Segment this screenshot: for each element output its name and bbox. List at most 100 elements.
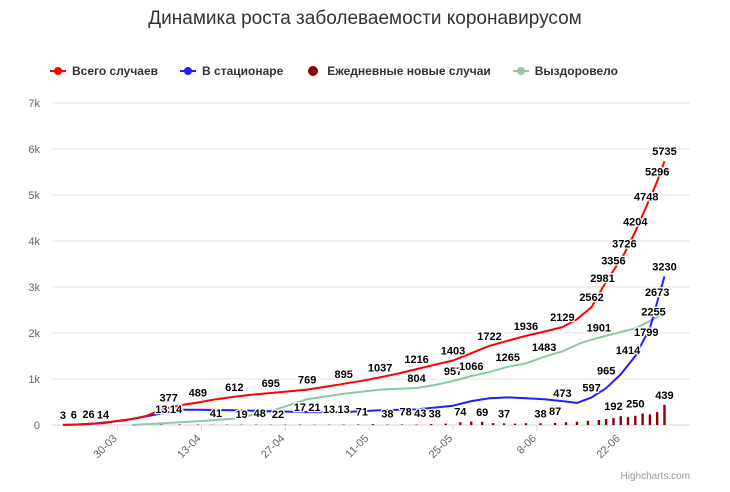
data-label: 1722 (477, 331, 501, 343)
data-label: 38 (534, 408, 546, 420)
data-label: 2981 (590, 273, 614, 285)
legend-swatch-hospital (180, 66, 197, 76)
bar (178, 424, 181, 425)
data-label: 17 (294, 402, 306, 414)
x-tick-label: 13-04 (175, 433, 203, 461)
data-label: 6 (71, 410, 77, 422)
bar (641, 413, 644, 425)
y-tick-label: 7k (28, 98, 40, 110)
data-label: 69 (476, 407, 488, 419)
data-label: 3 (60, 410, 66, 422)
bar (429, 424, 433, 425)
x-tick-label: 22-06 (594, 433, 622, 461)
bar (553, 422, 557, 425)
series-line-total (62, 160, 666, 426)
data-label: 192 (604, 401, 622, 413)
data-label: 769 (298, 375, 316, 387)
data-label: 965 (597, 366, 615, 378)
y-tick-label: 1k (28, 374, 40, 386)
bar (444, 423, 447, 425)
data-label: 4204 (623, 217, 648, 229)
data-label: 37 (498, 408, 510, 420)
legend-label-hospital: В стационаре (202, 64, 284, 78)
credits-link[interactable]: Highcharts.com (620, 471, 690, 482)
legend-swatch-total (50, 66, 66, 76)
bar (597, 419, 601, 425)
legend-item-recovered[interactable]: Выздоровело (512, 64, 618, 78)
bar (612, 418, 615, 425)
data-label: 377 (159, 393, 177, 405)
x-tick-label: 11-05 (343, 433, 371, 461)
bar (564, 422, 568, 425)
bar (634, 415, 637, 425)
data-label: 612 (225, 382, 243, 394)
data-label: 439 (655, 390, 673, 402)
y-tick-label: 0 (34, 420, 40, 432)
data-label: 26 (82, 409, 94, 421)
bar (626, 417, 630, 425)
data-label: 597 (582, 383, 600, 395)
bar (655, 412, 659, 425)
data-label: 695 (262, 378, 280, 390)
y-tick-label: 2k (28, 328, 40, 340)
legend-item-hospital[interactable]: В стационаре (180, 64, 283, 78)
data-label: 2129 (550, 312, 574, 324)
bar (586, 420, 590, 425)
bar (400, 424, 404, 425)
bar (357, 424, 360, 425)
data-label: 1414 (616, 345, 641, 357)
data-label: 13 (323, 404, 335, 416)
data-label: 1265 (495, 352, 519, 364)
data-label: 1037 (368, 362, 392, 374)
bar (539, 423, 542, 425)
legend-item-daily[interactable]: Ежедневные новые случаи (305, 64, 491, 78)
bar (371, 424, 375, 425)
legend-label-recovered: Выздоровело (534, 64, 618, 78)
data-label: 13 (338, 404, 350, 416)
data-label: 87 (549, 406, 561, 418)
legend-swatch-recovered (512, 66, 529, 76)
data-label: 1799 (634, 327, 658, 339)
data-label: 43 (414, 408, 426, 420)
legend-swatch-daily (305, 66, 321, 76)
data-label: 48 (254, 408, 266, 420)
bar (480, 421, 484, 425)
bar (459, 422, 462, 425)
y-tick-label: 3k (28, 282, 40, 294)
data-label: 21 (308, 402, 320, 414)
series-line-recovered (132, 311, 666, 426)
data-label: 3356 (601, 256, 625, 268)
data-label: 74 (454, 407, 467, 419)
data-label: 489 (189, 388, 207, 400)
x-tick-label: 30-03 (91, 433, 119, 461)
bar (513, 423, 517, 425)
chart-title: Динамика роста заболеваемости коронавиру… (148, 8, 582, 29)
data-label: 22 (272, 409, 284, 421)
bar (604, 419, 608, 425)
data-label: 2255 (641, 306, 665, 318)
y-tick-label: 4k (28, 236, 40, 248)
legend-label-total: Всего случаев (72, 64, 159, 78)
data-label: 1901 (587, 323, 611, 335)
data-label: 5296 (645, 166, 669, 178)
data-label: 1066 (459, 361, 483, 373)
data-label: 19 (235, 409, 247, 421)
data-label: 1216 (404, 354, 428, 366)
data-label: 38 (381, 408, 393, 420)
x-tick-label: 27-04 (259, 433, 287, 461)
data-label: 1403 (441, 345, 465, 357)
series-line-hospital (62, 276, 666, 426)
x-tick-label: 25-05 (427, 433, 455, 461)
bar (575, 421, 579, 425)
data-label: 250 (626, 399, 644, 411)
data-label: 41 (210, 408, 222, 420)
data-label: 2562 (579, 292, 603, 304)
data-label: 3230 (652, 261, 676, 273)
data-label: 1483 (532, 342, 556, 354)
data-label: 4748 (634, 192, 658, 204)
legend-item-total[interactable]: Всего случаев (50, 64, 158, 78)
data-label: 2673 (645, 287, 669, 299)
data-label: 14 (170, 404, 183, 416)
